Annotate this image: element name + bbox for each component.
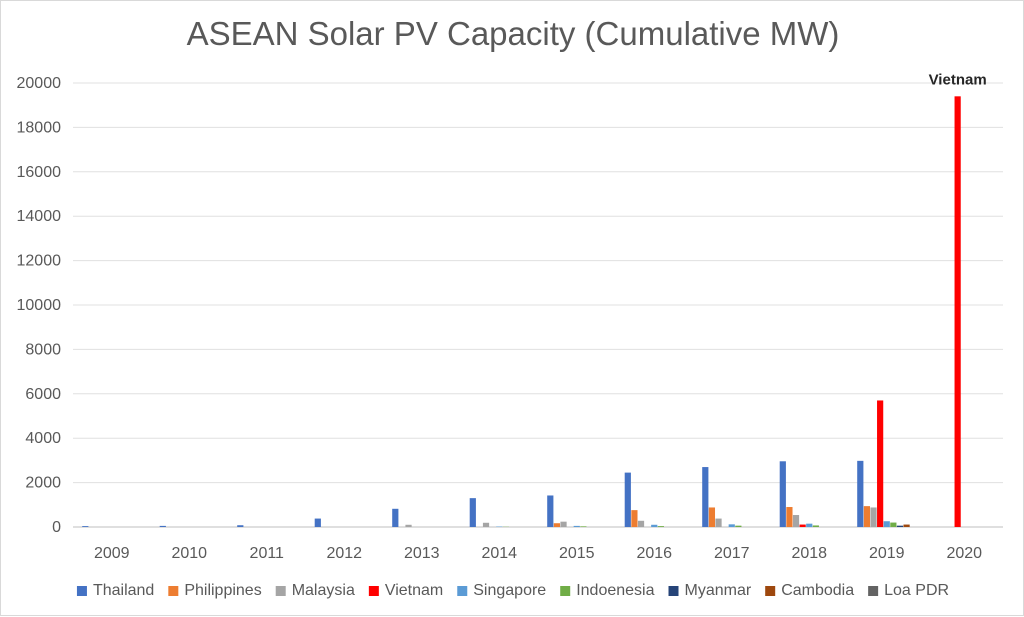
bar-malaysia-2013: [405, 525, 411, 527]
legend-label: Singapore: [473, 582, 546, 599]
y-tick-label: 6000: [25, 386, 61, 403]
legend-swatch: [168, 586, 178, 596]
bar-singapore-2015: [574, 526, 580, 527]
bar-thailand-2012: [315, 519, 321, 527]
bar-thailand-2017: [702, 467, 708, 527]
bar-thailand-2019: [857, 461, 863, 527]
annotation-label: Vietnam: [929, 71, 987, 88]
legend-item: Vietnam: [369, 582, 443, 599]
legend-label: Malaysia: [292, 582, 355, 599]
x-tick-label: 2013: [404, 545, 440, 562]
bar-singapore-2017: [729, 524, 735, 527]
x-tick-label: 2020: [946, 545, 982, 562]
bar-philippines-2017: [709, 507, 715, 527]
legend-swatch: [669, 586, 679, 596]
legend-swatch: [276, 586, 286, 596]
bar-thailand-2010: [160, 526, 166, 527]
bar-vietnam-2018: [800, 525, 806, 527]
bar-vietnam-2019: [877, 400, 883, 527]
legend-item: Myanmar: [669, 582, 752, 599]
bar-malaysia-2018: [793, 515, 799, 527]
legend-item: Thailand: [77, 582, 154, 599]
bar-singapore-2016: [651, 525, 657, 527]
legend-item: Loa PDR: [868, 582, 949, 599]
bar-malaysia-2016: [638, 521, 644, 527]
legend-item: Singapore: [457, 582, 546, 599]
legend-label: Philippines: [184, 582, 261, 599]
bar-thailand-2011: [237, 525, 243, 527]
legend-item: Malaysia: [276, 582, 355, 599]
bar-thailand-2014: [470, 498, 476, 527]
y-tick-label: 2000: [25, 475, 61, 492]
bar-malaysia-2014: [483, 523, 489, 527]
x-tick-label: 2011: [250, 545, 285, 562]
bar-malaysia-2017: [715, 519, 721, 527]
legend-item: Cambodia: [765, 582, 854, 599]
bar-singapore-2019: [884, 521, 890, 527]
bar-philippines-2016: [631, 510, 637, 527]
legend-swatch: [457, 586, 467, 596]
y-tick-label: 14000: [17, 208, 62, 225]
x-tick-label: 2017: [714, 545, 750, 562]
legend-swatch: [77, 586, 87, 596]
y-tick-label: 20000: [17, 75, 62, 92]
bar-philippines-2015: [554, 523, 560, 527]
x-tick-label: 2019: [869, 545, 905, 562]
legend-label: Loa PDR: [884, 582, 949, 599]
legend-swatch: [765, 586, 775, 596]
bar-malaysia-2015: [560, 522, 566, 527]
legend-swatch: [868, 586, 878, 596]
bar-cambodia-2019: [903, 525, 909, 527]
x-tick-label: 2016: [636, 545, 672, 562]
legend-item: Philippines: [168, 582, 261, 599]
bar-singapore-2018: [806, 524, 812, 527]
legend-label: Myanmar: [685, 582, 752, 599]
bar-myanmar-2019: [897, 526, 903, 527]
legend-label: Thailand: [93, 582, 154, 599]
y-tick-label: 18000: [17, 119, 62, 136]
bar-philippines-2019: [864, 506, 870, 527]
legend-label: Indoenesia: [576, 582, 654, 599]
y-tick-label: 16000: [17, 164, 62, 181]
x-tick-label: 2018: [791, 545, 827, 562]
bar-indoenesia-2019: [890, 523, 896, 527]
x-tick-label: 2015: [559, 545, 595, 562]
x-tick-label: 2009: [94, 545, 130, 562]
legend-item: Indoenesia: [560, 582, 654, 599]
bar-indoenesia-2017: [735, 526, 741, 527]
bar-vietnam-2020: [955, 96, 961, 527]
bar-thailand-2018: [780, 461, 786, 527]
bar-indoenesia-2015: [580, 526, 586, 527]
legend-swatch: [560, 586, 570, 596]
bar-malaysia-2019: [870, 507, 876, 527]
legend-label: Cambodia: [781, 582, 854, 599]
y-tick-label: 10000: [17, 297, 62, 314]
y-tick-label: 0: [52, 519, 61, 536]
legend-swatch: [369, 586, 379, 596]
bar-philippines-2018: [786, 507, 792, 527]
x-tick-label: 2012: [326, 545, 362, 562]
bar-indoenesia-2016: [658, 526, 664, 527]
y-tick-label: 8000: [25, 341, 61, 358]
y-tick-label: 12000: [17, 253, 62, 270]
bar-thailand-2015: [547, 495, 553, 527]
x-tick-label: 2010: [171, 545, 207, 562]
bar-thailand-2016: [625, 473, 631, 527]
y-tick-label: 4000: [25, 430, 61, 447]
bar-thailand-2009: [82, 526, 88, 527]
x-tick-label: 2014: [481, 545, 517, 562]
bar-indoenesia-2018: [813, 525, 819, 527]
bar-thailand-2013: [392, 509, 398, 527]
legend-label: Vietnam: [385, 582, 443, 599]
